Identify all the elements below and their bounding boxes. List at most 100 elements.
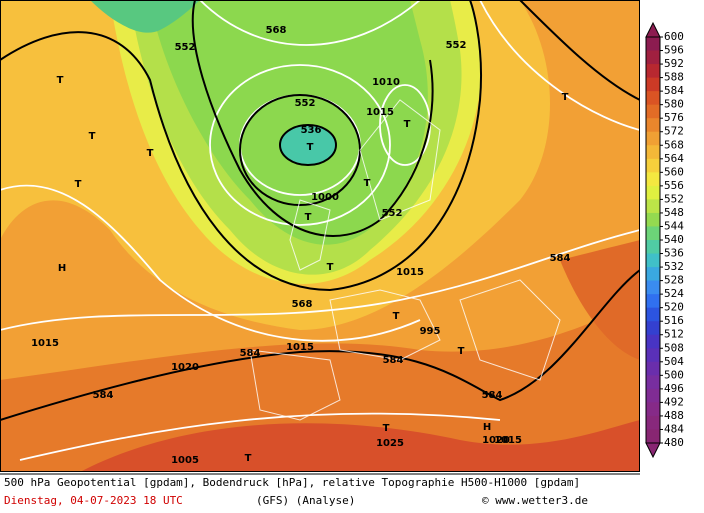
colorbar-tick-label: 524 (664, 287, 684, 300)
map-label: 568 (292, 299, 313, 310)
colorbar-segment (646, 294, 660, 309)
map-label: T (562, 92, 569, 103)
colorbar-segment (646, 267, 660, 282)
colorbar-tick-label: 596 (664, 44, 684, 57)
map-label: T (404, 119, 411, 130)
colorbar-tick-label: 556 (664, 179, 684, 192)
footer-date: Dienstag, 04-07-2023 18 UTC (4, 494, 183, 507)
map-label: T (305, 212, 312, 223)
colorbar-tick-label: 592 (664, 57, 684, 70)
colorbar-tick-label: 528 (664, 274, 684, 287)
colorbar-tick-label: 488 (664, 409, 684, 422)
map-label: 995 (420, 326, 441, 337)
map-label: T (245, 453, 252, 464)
colorbar-tick-label: 496 (664, 382, 684, 395)
colorbar-tick-label: 548 (664, 206, 684, 219)
map-label: T (147, 148, 154, 159)
colorbar-tick-label: 564 (664, 152, 684, 165)
map-label: T (75, 179, 82, 190)
colorbar-tick-label: 540 (664, 233, 684, 246)
colorbar-tick-label: 520 (664, 301, 684, 314)
geopotential-contours (0, 0, 640, 421)
colorbar-segment (646, 185, 660, 200)
map-label: T (458, 346, 465, 357)
colorbar-segment (646, 307, 660, 322)
colorbar-segment (646, 226, 660, 241)
colorbar-segment (646, 334, 660, 349)
colorbar-tick-label: 580 (664, 98, 684, 111)
colorbar-tick-label: 536 (664, 247, 684, 260)
map-label: 536 (301, 125, 322, 136)
map-label: 1015 (494, 435, 522, 446)
colorbar-top-arrow (645, 21, 661, 38)
colorbar-tick-label: 572 (664, 125, 684, 138)
colorbar-tick-label: 484 (664, 422, 684, 435)
map-label: 584 (482, 390, 503, 401)
colorbar-tick-label: 512 (664, 328, 684, 341)
colorbar-segment (646, 429, 660, 444)
footer-source: © www.wetter3.de (482, 494, 588, 507)
coastlines (249, 99, 561, 421)
colorbar-segment (646, 91, 660, 106)
colorbar-tick-label: 532 (664, 260, 684, 273)
map-label: 1020 (482, 435, 510, 446)
map-label: T (307, 142, 314, 153)
isobars (0, 0, 640, 461)
colorbar-tick-label: 600 (664, 30, 684, 43)
colorbar-segment (646, 50, 660, 65)
colorbar-segment (646, 375, 660, 390)
map-label: 552 (382, 208, 403, 219)
colorbar-segment (646, 199, 660, 214)
map: 552 552 552 552 536 568 568 584 584 584 584 584 H H T T… (0, 0, 640, 472)
map-label: T (383, 423, 390, 434)
map-label: T (364, 178, 371, 189)
colorbar-segment (646, 158, 660, 173)
colorbar-tick-label: 568 (664, 138, 684, 151)
colorbar-tick-label: 584 (664, 84, 684, 97)
colorbar-segment (646, 172, 660, 187)
map-label: T (89, 131, 96, 142)
colorbar-tick-label: 500 (664, 368, 684, 381)
colorbar-tick-label: 480 (664, 436, 684, 449)
map-label: 1005 (171, 455, 199, 466)
colorbar-tick-label: 504 (664, 355, 684, 368)
colorbar-tick-label: 508 (664, 341, 684, 354)
colorbar-segment (646, 212, 660, 227)
map-label: H (483, 422, 491, 433)
map-label: 552 (175, 42, 196, 53)
colorbar-tick-label: 516 (664, 314, 684, 327)
map-label: 1015 (286, 342, 314, 353)
map-label: 584 (240, 348, 261, 359)
colorbar-tick-label: 560 (664, 165, 684, 178)
map-label: 584 (550, 253, 571, 264)
map-frame (0, 0, 640, 472)
map-label: 552 (295, 98, 316, 109)
colorbar-segment (646, 104, 660, 119)
map-label: 552 (446, 40, 467, 51)
colorbar-bottom-arrow (645, 442, 661, 459)
footer-model: (GFS) (Analyse) (256, 494, 355, 507)
map-label: 1000 (311, 192, 339, 203)
footer-title: 500 hPa Geopotential [gpdam], Bodendruck… (4, 476, 580, 489)
colorbar-tick-label: 492 (664, 395, 684, 408)
map-label: 584 (93, 390, 114, 401)
map-label: 584 (383, 355, 404, 366)
map-label: 1015 (396, 267, 424, 278)
map-label: T (57, 75, 64, 86)
map-label: H (58, 263, 66, 274)
colorbar-segment (646, 118, 660, 133)
map-label: 1025 (376, 438, 404, 449)
colorbar-segment (646, 145, 660, 160)
map-label: 568 (266, 25, 287, 36)
map-label: 1020 (171, 362, 199, 373)
colorbar-segment (646, 402, 660, 417)
colorbar-segment (646, 280, 660, 295)
map-label: 1015 (31, 338, 59, 349)
colorbar-tick-label: 576 (664, 111, 684, 124)
map-label: T (327, 262, 334, 273)
colorbar-segment (646, 253, 660, 268)
colorbar-tick-label: 552 (664, 192, 684, 205)
colorbar-tick-label: 544 (664, 219, 684, 232)
colorbar-segment (646, 64, 660, 79)
